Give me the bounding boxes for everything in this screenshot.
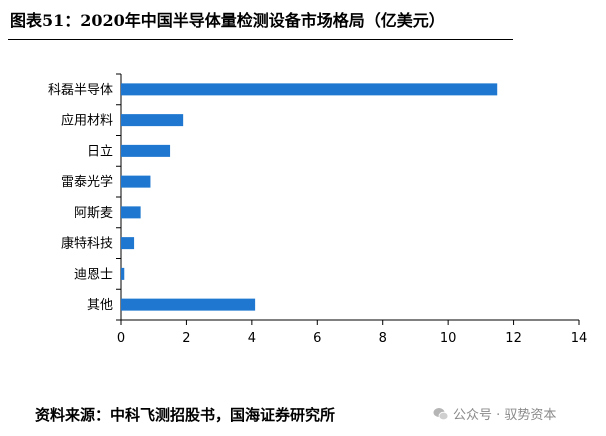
category-label: 康特科技 <box>61 236 113 252</box>
chart-axes <box>116 73 580 325</box>
chart-bars <box>121 83 498 311</box>
bar <box>121 175 151 188</box>
category-label: 其他 <box>87 298 113 313</box>
x-tick-label: 8 <box>379 331 387 346</box>
x-tick-label: 4 <box>248 331 256 346</box>
category-label: 阿斯麦 <box>74 206 113 221</box>
bar <box>121 237 135 250</box>
watermark: 公众号 · 驭势资本 <box>433 404 556 423</box>
x-axis-labels: 0 2 4 6 8 10 12 14 <box>117 331 587 346</box>
x-tick-label: 0 <box>117 331 125 346</box>
title-divider <box>8 39 513 40</box>
watermark-text: 公众号 · 驭势资本 <box>453 408 557 423</box>
category-label: 应用材料 <box>61 113 113 129</box>
category-label: 雷泰光学 <box>61 174 113 190</box>
bar <box>121 83 498 96</box>
wechat-icon <box>433 407 449 420</box>
x-tick-label: 12 <box>505 331 522 346</box>
bar <box>121 114 184 127</box>
source-note: 资料来源：中科飞测招股书，国海证券研究所 <box>35 406 336 424</box>
category-label: 科磊半导体 <box>48 83 113 98</box>
x-tick-label: 2 <box>182 331 190 346</box>
bar <box>121 267 125 280</box>
category-label: 迪恩士 <box>74 267 113 282</box>
bar <box>121 298 256 311</box>
x-tick-label: 6 <box>313 331 321 346</box>
bar <box>121 206 141 219</box>
x-tick-label: 10 <box>440 331 457 346</box>
x-tick-label: 14 <box>571 331 588 346</box>
category-label: 日立 <box>87 144 113 159</box>
bar <box>121 144 171 157</box>
chart-title: 图表51：2020年中国半导体量检测设备市场格局（亿美元） <box>10 11 445 30</box>
